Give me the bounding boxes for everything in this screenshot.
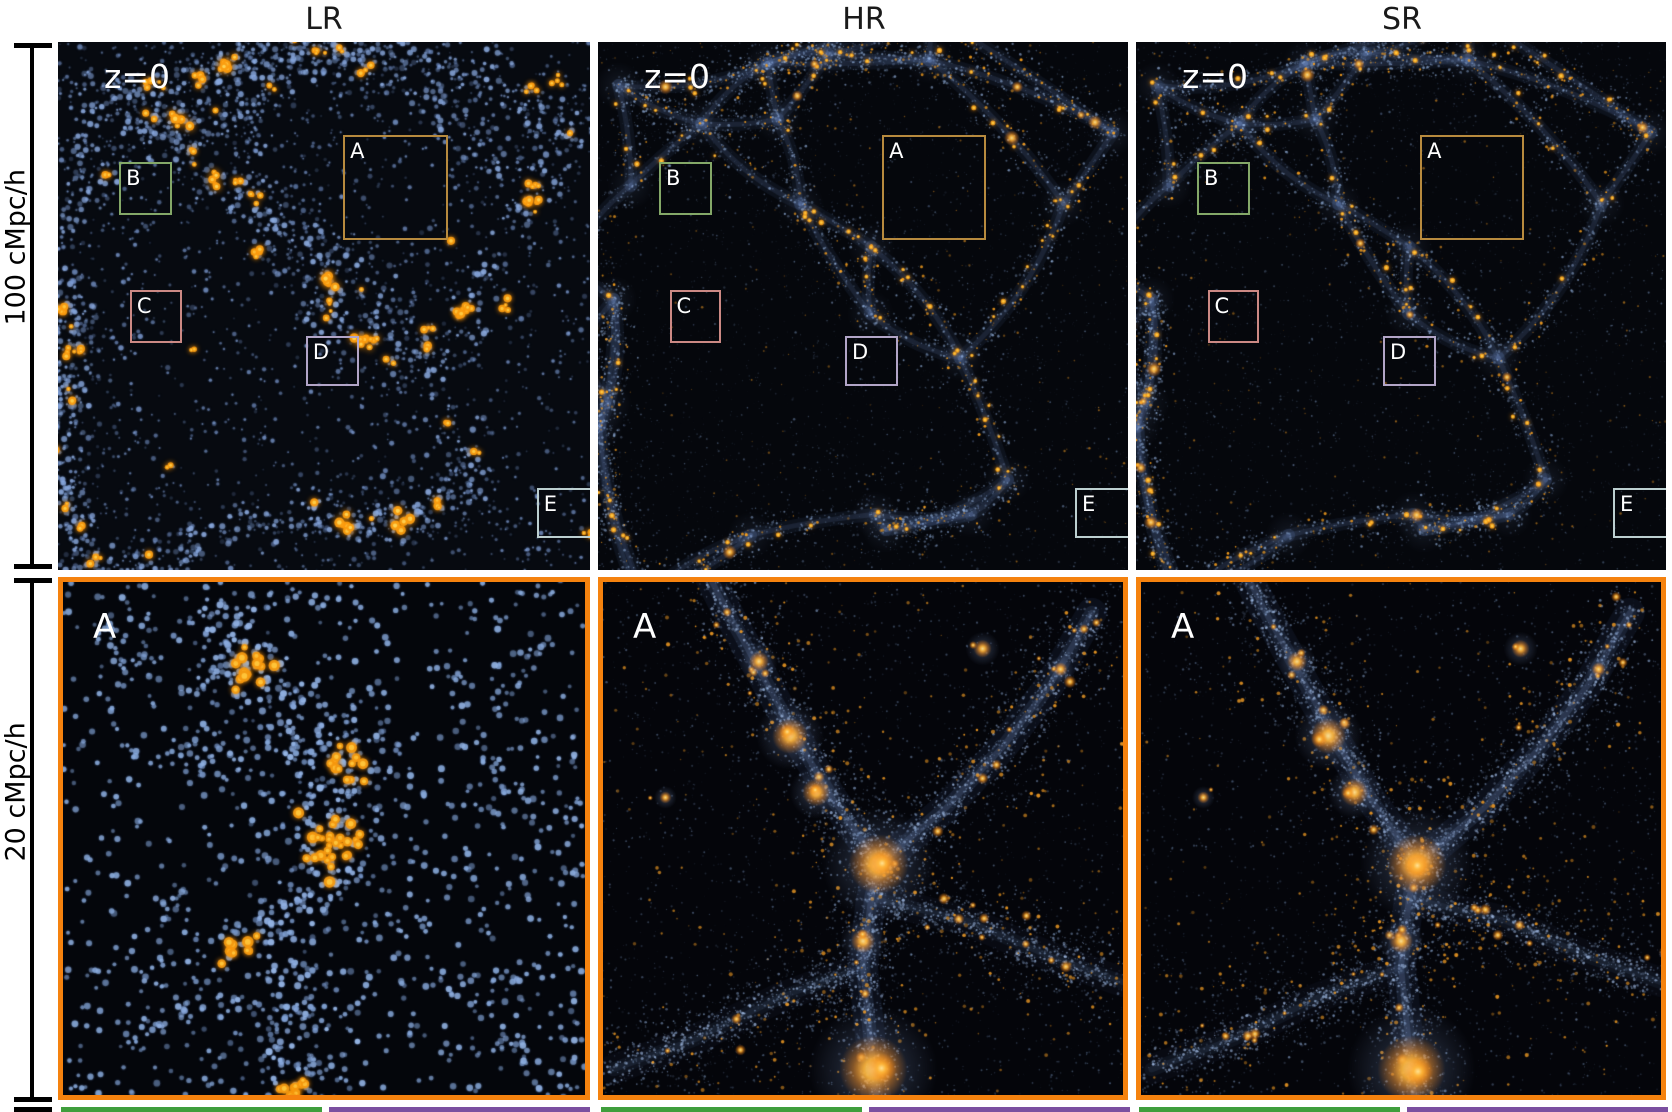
redshift-label: z=0 xyxy=(104,57,170,96)
inset-box-letter-a: A xyxy=(889,138,904,163)
inset-box-letter-b: B xyxy=(665,165,681,190)
hr-simulation-image xyxy=(598,42,1128,570)
inset-box-letter-b: B xyxy=(1203,165,1219,190)
column-title-sr: SR xyxy=(1382,2,1422,37)
inset-box-letter-c: C xyxy=(676,294,692,319)
inset-box-letter-e: E xyxy=(543,492,558,517)
lr-simulation-image xyxy=(58,42,590,570)
panel-sr-zoom-a: A xyxy=(1136,577,1666,1100)
inset-box-e: E xyxy=(1613,488,1666,539)
panel-sr-100mpc: z=0 A B C D E xyxy=(1136,42,1666,570)
inset-box-d: D xyxy=(844,336,898,387)
sr-zoom-a-image xyxy=(1141,582,1661,1095)
next-row-strip-purple-hr xyxy=(869,1107,1130,1112)
inset-box-letter-e: E xyxy=(1082,492,1096,517)
next-row-strip-green-lr xyxy=(61,1107,322,1112)
zoom-region-label: A xyxy=(93,607,117,647)
inset-box-c: C xyxy=(1207,290,1260,343)
inset-box-letter-c: C xyxy=(1214,294,1230,319)
next-row-strip-purple-sr xyxy=(1407,1107,1668,1112)
next-row-strip-green-hr xyxy=(601,1107,862,1112)
scale-bracket-bottom-tick-lower xyxy=(14,1097,52,1102)
panel-lr-100mpc: z=0 A B C D E xyxy=(58,42,590,570)
inset-box-letter-d: D xyxy=(312,340,330,365)
inset-box-a: A xyxy=(1420,134,1525,240)
inset-box-a: A xyxy=(882,134,987,240)
inset-box-letter-b: B xyxy=(126,165,141,190)
inset-box-e: E xyxy=(1075,488,1128,539)
scale-bracket-top-tick-upper xyxy=(14,43,52,48)
scale-bracket-bottom-tick-upper xyxy=(14,578,52,583)
scale-bracket-top-tick-lower xyxy=(14,564,52,569)
next-row-strip-green-sr xyxy=(1139,1107,1400,1112)
inset-box-d: D xyxy=(305,336,360,387)
inset-box-b: B xyxy=(119,161,173,215)
zoom-region-label: A xyxy=(1171,607,1195,647)
inset-box-b: B xyxy=(1196,161,1250,215)
row-scale-label-20mpc: 20 cMpc/h xyxy=(0,722,32,862)
panel-lr-zoom-a: A xyxy=(58,577,590,1100)
column-title-hr: HR xyxy=(842,2,886,37)
hr-zoom-a-image xyxy=(603,582,1123,1095)
redshift-label: z=0 xyxy=(644,57,710,96)
inset-box-letter-a: A xyxy=(1427,138,1442,163)
scale-bracket-bottom-line xyxy=(30,579,34,1101)
inset-box-c: C xyxy=(669,290,722,343)
sr-simulation-image xyxy=(1136,42,1666,570)
next-row-strip-purple-lr xyxy=(329,1107,590,1112)
inset-box-letter-d: D xyxy=(851,340,869,365)
inset-box-letter-a: A xyxy=(350,138,365,163)
lr-zoom-a-image xyxy=(63,582,585,1095)
panel-hr-zoom-a: A xyxy=(598,577,1128,1100)
inset-box-e: E xyxy=(536,488,590,539)
inset-box-b: B xyxy=(658,161,712,215)
zoom-region-label: A xyxy=(633,607,657,647)
scale-bracket-top-line xyxy=(30,45,34,568)
row-scale-label-100mpc: 100 cMpc/h xyxy=(0,169,32,326)
inset-box-letter-c: C xyxy=(136,294,152,319)
column-title-lr: LR xyxy=(305,2,343,37)
inset-box-c: C xyxy=(129,290,182,343)
inset-box-letter-d: D xyxy=(1389,340,1407,365)
inset-box-d: D xyxy=(1382,336,1436,387)
inset-box-a: A xyxy=(343,134,448,240)
inset-box-letter-e: E xyxy=(1620,492,1634,517)
panel-hr-100mpc: z=0 A B C D E xyxy=(598,42,1128,570)
redshift-label: z=0 xyxy=(1182,57,1248,96)
scale-bracket-next-row-stub xyxy=(14,1107,52,1112)
